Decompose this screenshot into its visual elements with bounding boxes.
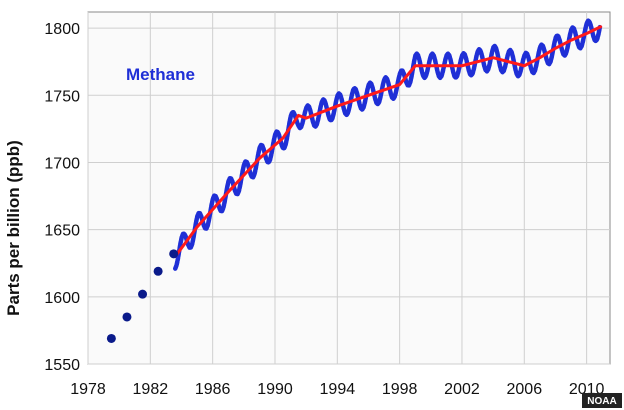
grid: [87, 12, 610, 365]
early-data-point: [153, 266, 163, 276]
x-tick-label: 1994: [320, 381, 356, 398]
y-tick-labels: 1550 1600 1650 1700 1750 1800: [44, 21, 80, 374]
y-tick-label: 1650: [44, 223, 80, 240]
y-axis-label: Parts per billion (ppb): [4, 140, 23, 316]
early-data-point: [169, 249, 179, 259]
trend-line: [173, 25, 603, 259]
early-data-point: [106, 333, 116, 343]
monthly-methane-line: [173, 18, 603, 271]
x-tick-label: 1998: [382, 381, 418, 398]
credit-label: NOAA: [587, 396, 616, 407]
y-tick-label: 1800: [44, 21, 80, 38]
y-tick-label: 1750: [44, 88, 80, 105]
y-tick-label: 1700: [44, 155, 80, 172]
x-tick-label: 2002: [444, 381, 480, 398]
x-tick-label: 1982: [133, 381, 169, 398]
early-data-point: [122, 312, 132, 322]
x-tick-labels: 1978 1982 1986 1990 1994 1998 2002 2006 2010: [70, 381, 604, 398]
x-tick-label: 1978: [70, 381, 106, 398]
early-points-series: [106, 249, 179, 343]
monthly-series: [173, 18, 603, 271]
trend-series: [173, 25, 603, 259]
early-data-point: [138, 289, 148, 299]
series-annotation: Methane: [126, 65, 195, 84]
x-tick-label: 1986: [195, 381, 231, 398]
x-tick-label: 2006: [507, 381, 543, 398]
plot-area: [87, 11, 611, 365]
credit-badge: [582, 393, 622, 408]
y-tick-label: 1600: [44, 290, 80, 307]
y-tick-label: 1550: [44, 357, 80, 374]
x-tick-label: 1990: [257, 381, 293, 398]
